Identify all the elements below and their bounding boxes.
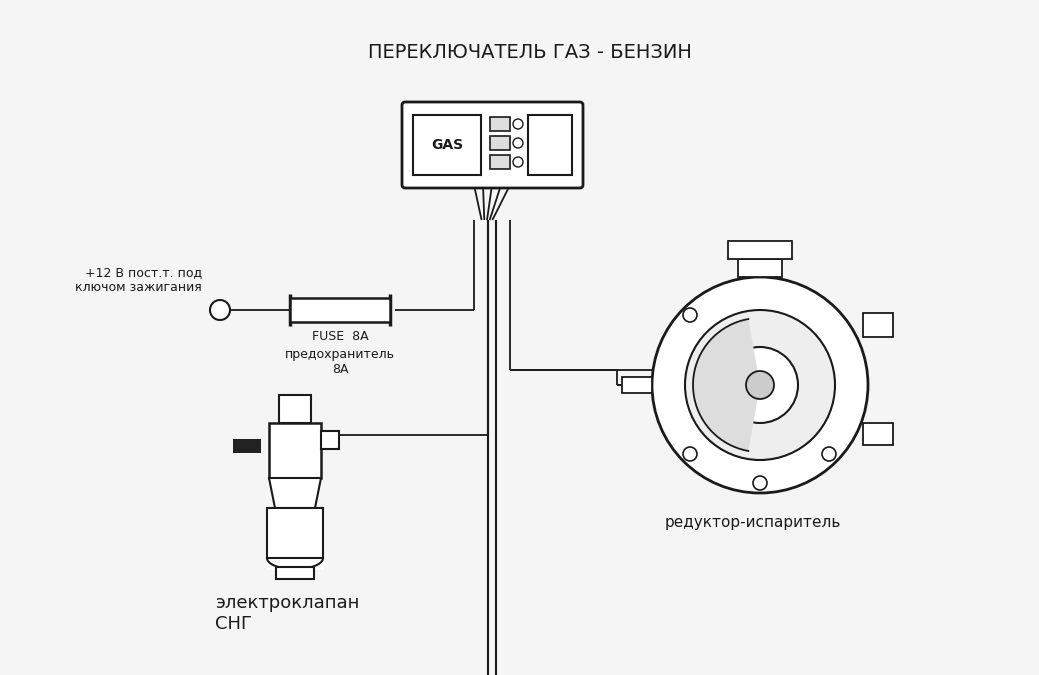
Polygon shape xyxy=(693,319,760,451)
Bar xyxy=(738,259,782,277)
Bar xyxy=(276,567,314,579)
Circle shape xyxy=(722,347,798,423)
Circle shape xyxy=(683,308,697,322)
Circle shape xyxy=(513,138,523,148)
Bar xyxy=(269,423,321,478)
Bar xyxy=(290,298,390,322)
Text: электроклапан
СНГ: электроклапан СНГ xyxy=(215,594,359,632)
Text: +12 В пост.т. под
ключом зажигания: +12 В пост.т. под ключом зажигания xyxy=(75,266,202,294)
Bar xyxy=(622,377,652,393)
Polygon shape xyxy=(269,478,321,508)
Text: редуктор-испаритель: редуктор-испаритель xyxy=(665,515,842,530)
Bar xyxy=(863,423,893,445)
Text: GAS: GAS xyxy=(431,138,463,152)
Bar xyxy=(233,439,261,453)
Text: ПЕРЕКЛЮЧАТЕЛЬ ГАЗ - БЕНЗИН: ПЕРЕКЛЮЧАТЕЛЬ ГАЗ - БЕНЗИН xyxy=(368,43,692,61)
Circle shape xyxy=(652,277,868,493)
Bar xyxy=(863,313,893,337)
Bar xyxy=(528,115,572,175)
Circle shape xyxy=(746,371,774,399)
Circle shape xyxy=(685,310,835,460)
Text: FUSE  8A: FUSE 8A xyxy=(312,330,368,343)
Bar xyxy=(267,508,323,558)
Circle shape xyxy=(683,447,697,461)
Circle shape xyxy=(513,119,523,129)
Bar xyxy=(321,431,339,449)
Bar xyxy=(490,136,510,150)
Circle shape xyxy=(822,447,836,461)
Circle shape xyxy=(210,300,230,320)
Bar xyxy=(279,395,311,423)
Text: предохранитель
8А: предохранитель 8А xyxy=(285,348,395,376)
Bar xyxy=(412,115,481,175)
FancyBboxPatch shape xyxy=(402,102,583,188)
Circle shape xyxy=(753,476,767,490)
Bar xyxy=(728,241,792,259)
Bar xyxy=(490,117,510,131)
Circle shape xyxy=(513,157,523,167)
Bar xyxy=(490,155,510,169)
